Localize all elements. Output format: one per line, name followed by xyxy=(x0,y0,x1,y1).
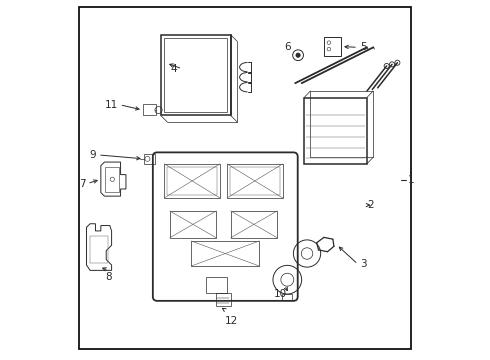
Text: 11: 11 xyxy=(104,100,118,110)
Bar xyxy=(191,241,259,266)
Bar xyxy=(231,211,277,238)
Bar xyxy=(304,98,367,164)
Bar xyxy=(230,167,280,195)
Bar xyxy=(170,211,216,238)
Bar xyxy=(227,164,283,198)
Text: 5: 5 xyxy=(360,42,367,52)
Bar xyxy=(205,277,227,293)
Bar xyxy=(164,39,227,112)
Bar xyxy=(167,167,217,195)
Bar xyxy=(282,294,293,301)
Bar xyxy=(216,293,231,306)
Text: 1: 1 xyxy=(407,175,414,185)
Bar xyxy=(90,236,108,263)
Text: 3: 3 xyxy=(360,259,367,269)
Text: 2: 2 xyxy=(367,200,373,210)
Bar xyxy=(164,164,220,198)
Text: 9: 9 xyxy=(90,150,96,160)
Text: 4: 4 xyxy=(170,64,176,74)
Bar xyxy=(105,167,120,192)
Bar xyxy=(143,104,156,116)
Bar xyxy=(144,154,155,164)
Text: 8: 8 xyxy=(105,272,112,282)
Text: 12: 12 xyxy=(225,316,239,325)
Bar xyxy=(161,35,231,116)
Text: 7: 7 xyxy=(79,179,85,189)
Text: 10: 10 xyxy=(274,289,288,300)
Bar xyxy=(324,37,341,56)
Circle shape xyxy=(296,53,300,57)
Text: 6: 6 xyxy=(285,42,292,52)
